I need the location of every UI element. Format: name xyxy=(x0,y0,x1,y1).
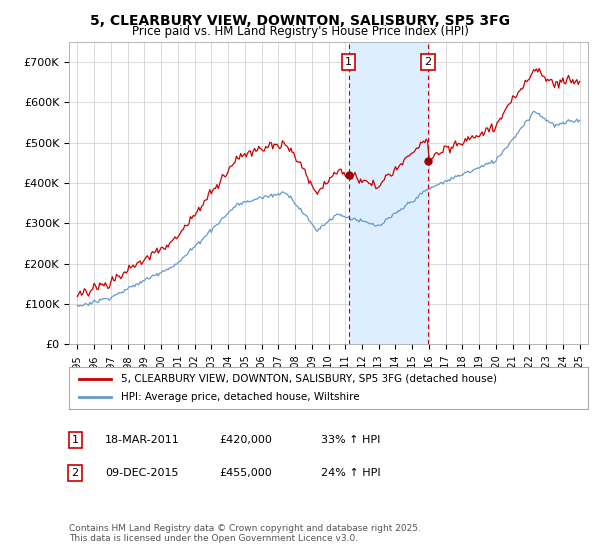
Text: 18-MAR-2011: 18-MAR-2011 xyxy=(105,435,180,445)
Text: HPI: Average price, detached house, Wiltshire: HPI: Average price, detached house, Wilt… xyxy=(121,392,359,402)
Text: 09-DEC-2015: 09-DEC-2015 xyxy=(105,468,179,478)
Text: Price paid vs. HM Land Registry's House Price Index (HPI): Price paid vs. HM Land Registry's House … xyxy=(131,25,469,38)
Text: 1: 1 xyxy=(345,57,352,67)
Text: 33% ↑ HPI: 33% ↑ HPI xyxy=(321,435,380,445)
Text: 5, CLEARBURY VIEW, DOWNTON, SALISBURY, SP5 3FG (detached house): 5, CLEARBURY VIEW, DOWNTON, SALISBURY, S… xyxy=(121,374,497,384)
Bar xyxy=(349,42,428,344)
Text: Contains HM Land Registry data © Crown copyright and database right 2025.
This d: Contains HM Land Registry data © Crown c… xyxy=(69,524,421,543)
Text: 2: 2 xyxy=(71,468,79,478)
Text: 2: 2 xyxy=(424,57,431,67)
Text: £420,000: £420,000 xyxy=(219,435,272,445)
Text: 24% ↑ HPI: 24% ↑ HPI xyxy=(321,468,380,478)
Text: 1: 1 xyxy=(71,435,79,445)
Text: £455,000: £455,000 xyxy=(219,468,272,478)
Text: 5, CLEARBURY VIEW, DOWNTON, SALISBURY, SP5 3FG: 5, CLEARBURY VIEW, DOWNTON, SALISBURY, S… xyxy=(90,14,510,28)
